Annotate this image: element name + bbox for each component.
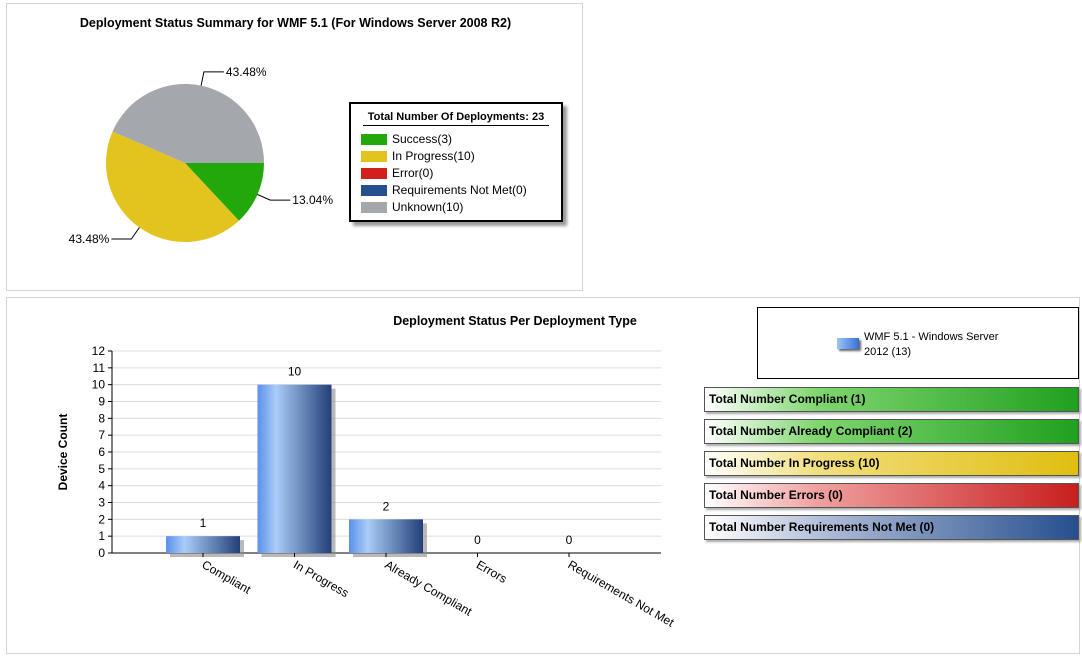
pie-legend-swatch [361, 202, 387, 213]
pie-panel: Deployment Status Summary for WMF 5.1 (F… [6, 3, 583, 291]
y-tick-label: 11 [93, 361, 106, 375]
pie-leader-line-0 [257, 194, 291, 201]
pie-legend-swatch [361, 134, 387, 145]
pie-legend-label: In Progress(10) [392, 149, 475, 163]
pie-slice-label-1: 43.48% [69, 232, 110, 246]
pie-legend-label: Error(0) [392, 166, 434, 180]
bar-value-label: 1 [200, 516, 207, 530]
pie-legend-swatch [361, 151, 387, 162]
total-compliant-box: Total Number Compliant (1) [704, 387, 1079, 412]
y-tick-label: 2 [98, 512, 105, 526]
pie-legend-swatch [361, 168, 387, 179]
pie-slice-4 [112, 84, 264, 163]
pie-slice-label-4: 43.48% [226, 65, 267, 79]
series-legend-swatch [837, 338, 859, 349]
pie-leader-line-1 [111, 227, 140, 240]
pie-legend-item: Requirements Not Met(0) [351, 182, 561, 199]
x-tick-label: Requirements Not Met [566, 557, 678, 629]
bar-value-label: 0 [566, 533, 573, 547]
bar-value-label: 2 [383, 499, 390, 513]
y-tick-label: 9 [98, 395, 105, 409]
pie-legend: Total Number Of Deployments: 23 Success(… [349, 102, 563, 222]
pie-legend-label: Requirements Not Met(0) [392, 183, 527, 197]
bar [349, 519, 423, 553]
y-tick-label: 7 [98, 428, 105, 442]
y-tick-label: 12 [92, 344, 106, 358]
pie-legend-item: Success(3) [351, 131, 561, 148]
pie-slice-1 [106, 131, 239, 243]
pie-chart-title: Deployment Status Summary for WMF 5.1 (F… [79, 16, 512, 30]
pie-legend-item: Unknown(10) [351, 199, 561, 216]
bar-panel: Deployment Status Per Deployment Type 0 1… [6, 297, 1080, 654]
bar [257, 384, 332, 553]
pie-legend-item: Error(0) [351, 165, 561, 182]
pie-legend-header: Total Number Of Deployments: 23 [363, 111, 549, 126]
pie-legend-item: In Progress(10) [351, 148, 561, 165]
y-tick-label: 0 [98, 546, 105, 560]
pie-chart: 13.04% 43.48% 43.48% [69, 65, 334, 246]
x-tick-label: Errors [474, 557, 509, 585]
series-legend-label: WMF 5.1 - Windows Server 2012 (13) [864, 331, 999, 358]
x-tick-label: Compliant [200, 557, 254, 596]
bar-chart-title: Deployment Status Per Deployment Type [393, 314, 637, 328]
total-in-progress-box: Total Number In Progress (10) [704, 451, 1079, 476]
pie-legend-label: Unknown(10) [392, 200, 464, 214]
bar [166, 536, 240, 553]
pie-slice-0 [185, 163, 264, 221]
y-tick-label: 6 [98, 445, 105, 459]
pie-leader-line-4 [200, 71, 224, 86]
y-tick-label: 1 [98, 529, 105, 543]
y-tick-label: 10 [92, 378, 106, 392]
pie-slice-label-0: 13.04% [292, 193, 333, 207]
total-already-compliant-box: Total Number Already Compliant (2) [704, 419, 1079, 444]
bar-value-label: 10 [288, 365, 302, 379]
y-tick-label: 8 [98, 411, 105, 425]
y-axis-label: Device Count [56, 414, 70, 491]
y-tick-label: 3 [98, 496, 105, 510]
y-tick-label: 4 [98, 479, 105, 493]
pie-legend-label: Success(3) [392, 132, 453, 146]
bar-value-label: 0 [474, 533, 481, 547]
pie-legend-swatch [361, 185, 387, 196]
x-tick-label: In Progress [291, 557, 351, 600]
y-tick-label: 5 [98, 462, 105, 476]
total-errors-box: Total Number Errors (0) [704, 483, 1079, 508]
series-legend: WMF 5.1 - Windows Server 2012 (13) [757, 307, 1079, 379]
x-tick-label: Already Compliant [383, 557, 475, 618]
total-requirements-not-met-box: Total Number Requirements Not Met (0) [704, 515, 1079, 540]
